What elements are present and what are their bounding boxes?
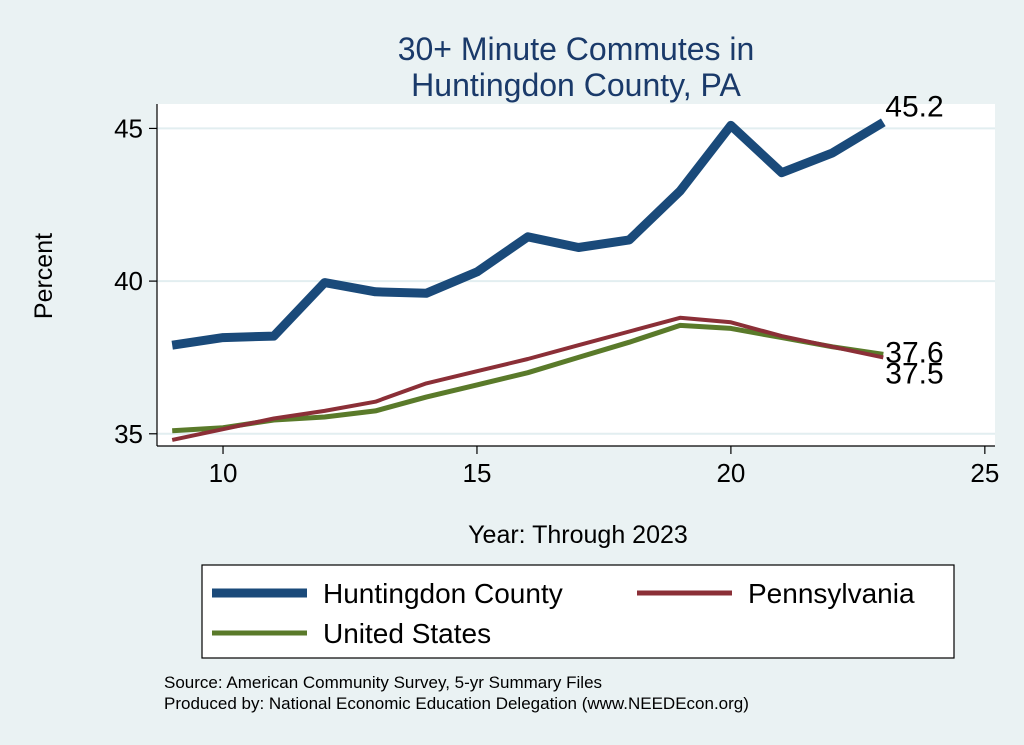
legend-label-huntingdon-county: Huntingdon County [323,578,563,609]
series-lines [171,118,886,442]
chart-title-line-2: Huntingdon County, PA [411,67,741,103]
produced-by-note: Produced by: National Economic Education… [164,694,749,713]
end-label-huntingdon-county: 45.2 [885,90,943,123]
x-tick-label-15: 15 [463,458,492,488]
chart-title-line-1: 30+ Minute Commutes in [398,31,755,67]
axes: 35 40 45 10 15 20 25 [114,104,999,488]
y-axis-label: Percent [30,233,58,319]
plot-area [157,104,995,446]
gridlines [157,127,995,435]
y-tick-label-40: 40 [114,266,143,296]
x-tick-label-20: 20 [716,458,745,488]
x-axis-label: Year: Through 2023 [468,521,688,549]
legend: Huntingdon County Pennsylvania United Stat… [212,578,915,649]
end-label-pennsylvania: 37.5 [885,357,943,390]
legend-label-pennsylvania: Pennsylvania [748,578,915,609]
series-line-pennsylvania [171,315,884,442]
x-tick-label-10: 10 [209,458,238,488]
source-note: Source: American Community Survey, 5-yr … [164,673,602,692]
series-line-huntingdon-county [171,118,886,350]
end-labels: 45.2 37.537.6 [885,90,943,390]
series-line-united-states [172,322,884,434]
y-tick-label-35: 35 [114,419,143,449]
end-label-united-states: 37.6 [885,336,943,369]
legend-box [201,564,955,659]
y-tick-label-45: 45 [114,113,143,143]
legend-label-united-states: United States [323,618,491,649]
x-tick-label-25: 25 [970,458,999,488]
